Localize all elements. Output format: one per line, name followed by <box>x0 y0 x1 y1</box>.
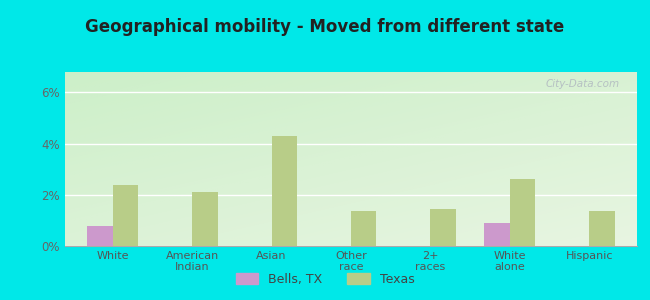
Bar <box>590 212 615 246</box>
Bar <box>87 226 112 246</box>
Text: City-Data.com: City-Data.com <box>546 79 620 89</box>
Bar <box>351 212 376 246</box>
Bar <box>484 223 510 246</box>
Legend: Bells, TX, Texas: Bells, TX, Texas <box>231 268 419 291</box>
Text: Geographical mobility - Moved from different state: Geographical mobility - Moved from diffe… <box>85 18 565 36</box>
Bar <box>112 184 138 246</box>
Bar <box>510 179 536 246</box>
Bar <box>430 209 456 246</box>
Bar <box>192 192 218 246</box>
Bar <box>272 136 297 246</box>
